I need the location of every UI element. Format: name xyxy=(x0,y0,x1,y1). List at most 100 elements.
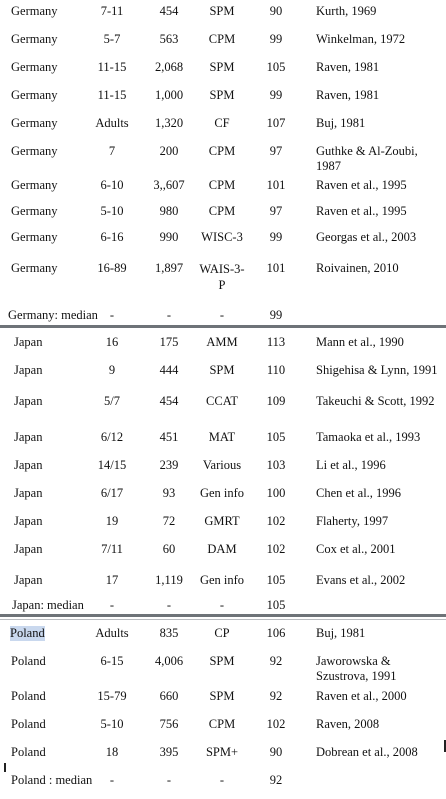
reference-cell: Li et al., 1996 xyxy=(316,458,386,472)
test-cell: DAM xyxy=(207,542,237,556)
iq-cell: 99 xyxy=(269,32,283,46)
iq-cell: 99 xyxy=(269,88,283,102)
median-n: - xyxy=(166,308,172,322)
country-cell: Germany xyxy=(11,32,58,46)
section-divider xyxy=(0,325,446,328)
median-iq: 99 xyxy=(269,308,283,322)
age-cell: 11-15 xyxy=(97,60,127,74)
n-cell: 239 xyxy=(159,458,179,472)
age-cell: 19 xyxy=(105,514,119,528)
country-cell: Germany xyxy=(11,230,58,244)
iq-cell: 92 xyxy=(269,689,283,703)
test-cell: SPM xyxy=(209,654,235,668)
reference-cell: Raven et al., 1995 xyxy=(316,178,407,192)
country-cell: Germany xyxy=(11,88,58,102)
age-cell: 16 xyxy=(105,335,119,349)
age-cell: Adults xyxy=(95,626,129,640)
n-cell: 980 xyxy=(159,204,179,218)
iq-cell: 110 xyxy=(266,363,286,377)
reference-cell: Buj, 1981 xyxy=(316,626,366,640)
iq-cell: 99 xyxy=(269,230,283,244)
reference-cell: Takeuchi & Scott, 1992 xyxy=(316,394,435,408)
iq-cell: 113 xyxy=(266,335,286,349)
test-cell: SPM+ xyxy=(205,745,239,759)
age-cell: 11-15 xyxy=(97,88,127,102)
age-cell: 6-15 xyxy=(100,654,124,668)
country-cell: Japan xyxy=(14,458,43,472)
test-cell: CPM xyxy=(208,178,236,192)
country-cell: Japan xyxy=(14,394,43,408)
n-cell: 660 xyxy=(159,689,179,703)
median-test: - xyxy=(219,773,225,787)
age-cell: 5/7 xyxy=(104,394,120,408)
age-cell: 7 xyxy=(108,144,116,158)
reference-cell: Raven et al., 2000 xyxy=(316,689,407,703)
test-cell: AMM xyxy=(206,335,238,349)
test-cell: SPM xyxy=(209,88,235,102)
n-cell: 835 xyxy=(159,626,179,640)
age-cell: 6-10 xyxy=(100,178,124,192)
n-cell: 200 xyxy=(159,144,179,158)
country-cell: Japan xyxy=(14,335,43,349)
reference-cell: Shigehisa & Lynn, 1991 xyxy=(316,363,438,377)
country-cell: Poland xyxy=(11,654,46,668)
test-cell: Various xyxy=(202,458,242,472)
reference-cell: Kurth, 1969 xyxy=(316,4,377,18)
scroll-edge-mark xyxy=(444,740,446,752)
country-cell: Japan xyxy=(14,430,43,444)
age-cell: 7-11 xyxy=(100,4,124,18)
iq-cell: 90 xyxy=(269,745,283,759)
n-cell: 1,000 xyxy=(154,88,184,102)
median-test: - xyxy=(219,598,225,612)
age-cell: 18 xyxy=(105,745,119,759)
test-cell: CCAT xyxy=(206,394,238,408)
iq-cell: 106 xyxy=(266,626,286,640)
reference-cell: Raven, 1981 xyxy=(316,88,380,102)
country-cell: Germany xyxy=(11,60,58,74)
test-cell: SPM xyxy=(209,363,235,377)
country-cell: Germany xyxy=(11,178,58,192)
reference-cell: Guthke & Al-Zoubi, 1987 xyxy=(316,144,418,173)
country-cell: Japan xyxy=(14,542,43,556)
iq-cell: 103 xyxy=(266,458,286,472)
test-cell: SPM xyxy=(209,689,235,703)
reference-cell: Tamaoka et al., 1993 xyxy=(316,430,421,444)
section-divider xyxy=(0,614,446,617)
age-cell: 5-7 xyxy=(103,32,121,46)
country-cell-selected[interactable]: Poland xyxy=(10,626,45,641)
n-cell: 756 xyxy=(159,717,179,731)
country-cell: Germany xyxy=(11,144,58,158)
age-cell: 14/15 xyxy=(97,458,127,472)
country-cell: Germany xyxy=(11,116,58,130)
median-age: - xyxy=(109,598,115,612)
country-cell: Japan xyxy=(14,573,43,587)
age-cell: 15-79 xyxy=(97,689,127,703)
median-iq: 105 xyxy=(266,598,286,612)
iq-cell: 107 xyxy=(266,116,286,130)
reference-cell: Mann et al., 1990 xyxy=(316,335,404,349)
reference-cell: Flaherty, 1997 xyxy=(316,514,389,528)
n-cell: 1,897 xyxy=(154,261,184,275)
reference-cell: Buj, 1981 xyxy=(316,116,366,130)
n-cell: 4,006 xyxy=(154,654,184,668)
country-cell: Japan xyxy=(14,363,43,377)
age-cell: 6-16 xyxy=(100,230,124,244)
country-cell: Germany xyxy=(11,204,58,218)
n-cell: 563 xyxy=(159,32,179,46)
iq-cell: 90 xyxy=(269,4,283,18)
iq-cell: 102 xyxy=(266,514,286,528)
age-cell: 17 xyxy=(105,573,119,587)
text-cursor-mark xyxy=(4,763,6,772)
median-label: Japan: median xyxy=(12,598,84,612)
median-label: Poland : median xyxy=(11,773,93,787)
n-cell: 1,320 xyxy=(154,116,184,130)
median-iq: 92 xyxy=(269,773,283,787)
reference-cell: Raven, 1981 xyxy=(316,60,380,74)
test-cell: SPM xyxy=(209,60,235,74)
n-cell: 3,,607 xyxy=(153,178,185,192)
n-cell: 990 xyxy=(159,230,179,244)
reference-cell: Roivainen, 2010 xyxy=(316,261,399,275)
n-cell: 1,119 xyxy=(155,573,183,587)
n-cell: 60 xyxy=(162,542,176,556)
iq-cell: 97 xyxy=(269,144,283,158)
